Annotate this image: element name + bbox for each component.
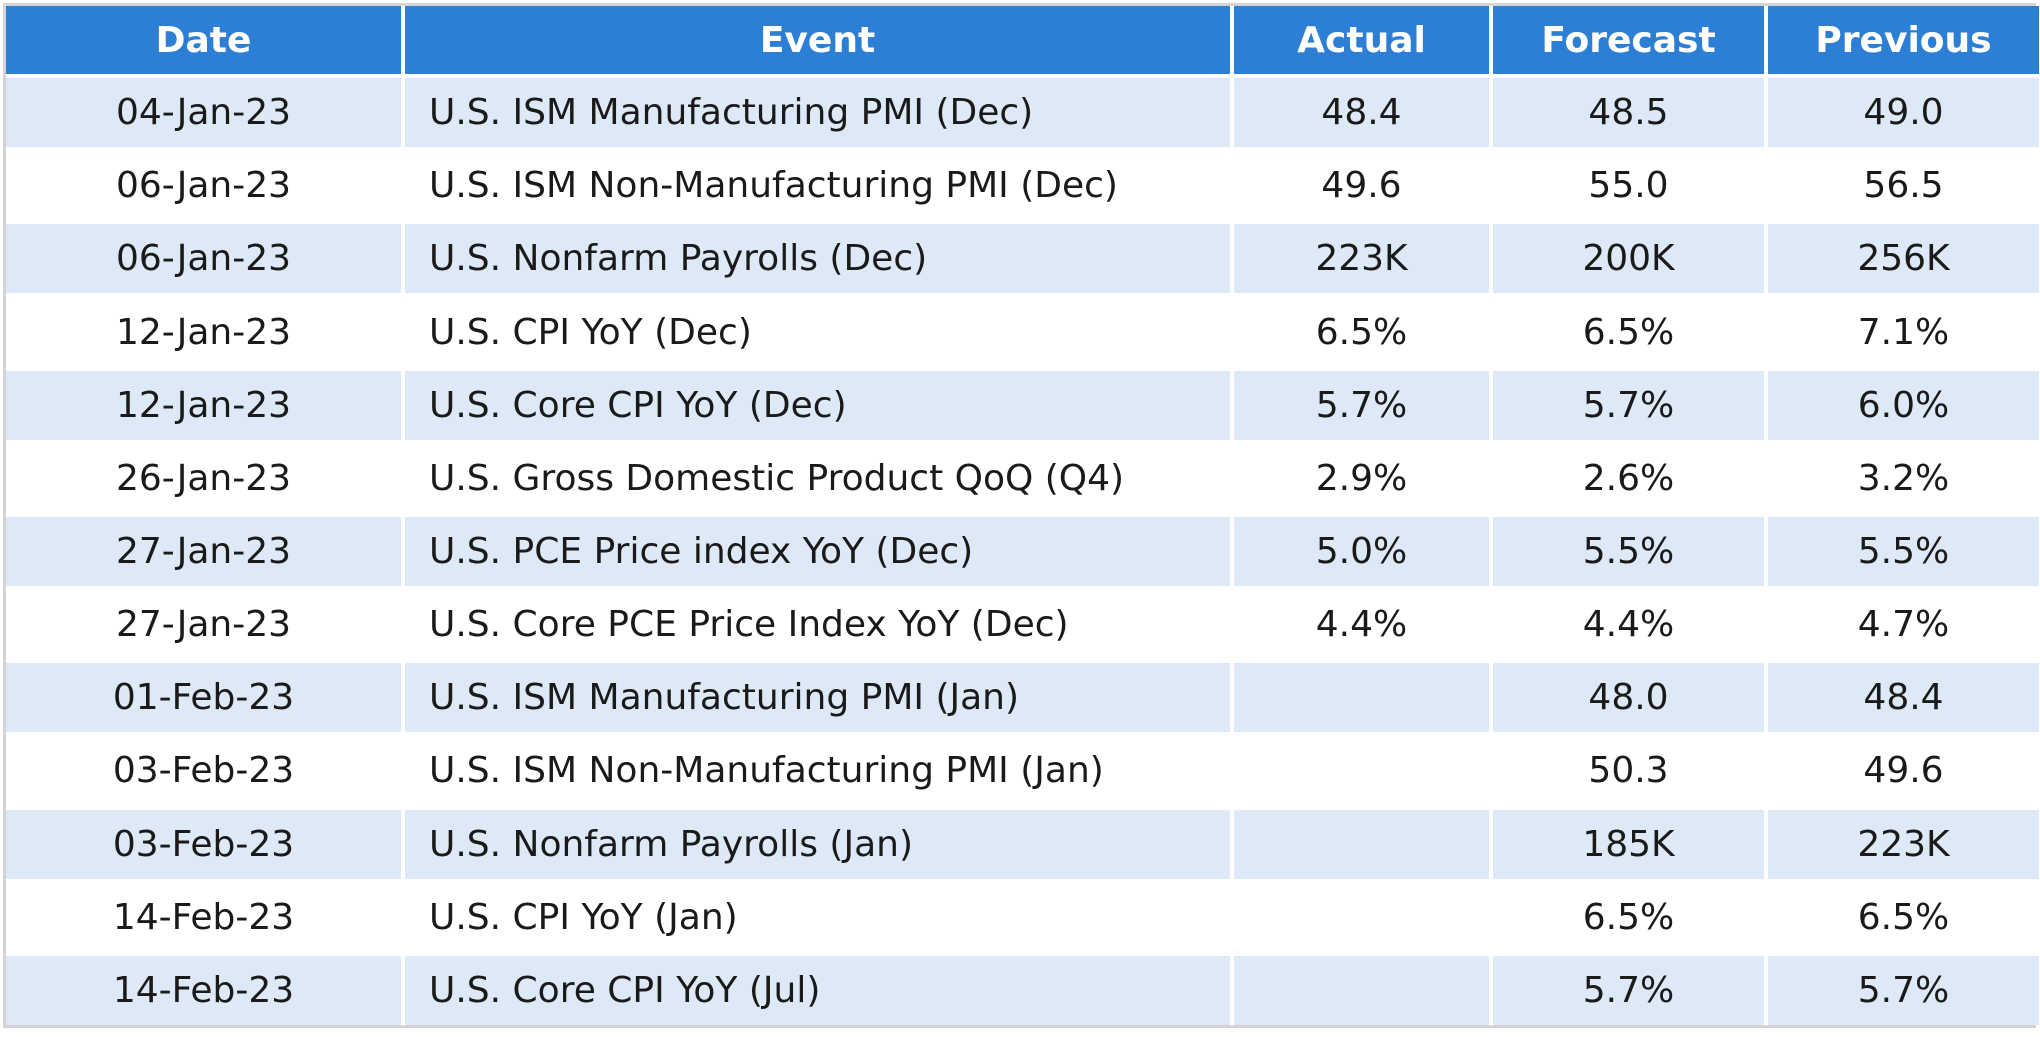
actual-cell: 48.4 bbox=[1232, 76, 1493, 152]
date-cell: 27-Jan-23 bbox=[6, 514, 405, 591]
actual-cell: 5.7% bbox=[1232, 368, 1493, 444]
forecast-cell: 48.0 bbox=[1491, 661, 1768, 737]
forecast-cell: 185K bbox=[1491, 807, 1768, 883]
forecast-cell: 5.5% bbox=[1491, 514, 1768, 591]
event-cell: U.S. Gross Domestic Product QoQ (Q4) bbox=[403, 441, 1234, 517]
date-cell: 01-Feb-23 bbox=[6, 661, 405, 737]
date-cell: 12-Jan-23 bbox=[6, 295, 405, 371]
actual-cell: 5.0% bbox=[1232, 514, 1493, 591]
header-previous: Previous bbox=[1766, 6, 2039, 78]
previous-cell: 5.7% bbox=[1766, 953, 2039, 1025]
previous-cell: 223K bbox=[1766, 807, 2039, 883]
table-row: 12-Jan-23 U.S. Core CPI YoY (Dec) 5.7% 5… bbox=[6, 368, 2039, 444]
actual-cell bbox=[1232, 880, 1493, 956]
event-cell: U.S. CPI YoY (Jan) bbox=[403, 880, 1234, 956]
event-cell: U.S. PCE Price index YoY (Dec) bbox=[403, 514, 1234, 591]
previous-cell: 49.0 bbox=[1766, 76, 2039, 152]
event-cell: U.S. CPI YoY (Dec) bbox=[403, 295, 1234, 371]
economic-calendar-table-frame: Date Event Actual Forecast Previous 04-J… bbox=[3, 3, 2039, 1028]
event-cell: U.S. ISM Manufacturing PMI (Jan) bbox=[403, 661, 1234, 737]
event-cell: U.S. Core CPI YoY (Dec) bbox=[403, 368, 1234, 444]
actual-cell: 223K bbox=[1232, 222, 1493, 298]
forecast-cell: 48.5 bbox=[1491, 76, 1768, 152]
date-cell: 14-Feb-23 bbox=[6, 953, 405, 1025]
date-cell: 03-Feb-23 bbox=[6, 807, 405, 883]
table-header-row: Date Event Actual Forecast Previous bbox=[6, 6, 2039, 78]
header-date: Date bbox=[6, 6, 405, 78]
actual-cell bbox=[1232, 734, 1493, 810]
previous-cell: 6.0% bbox=[1766, 368, 2039, 444]
event-cell: U.S. Core CPI YoY (Jul) bbox=[403, 953, 1234, 1025]
forecast-cell: 2.6% bbox=[1491, 441, 1768, 517]
table-row: 01-Feb-23 U.S. ISM Manufacturing PMI (Ja… bbox=[6, 661, 2039, 737]
table-row: 26-Jan-23 U.S. Gross Domestic Product Qo… bbox=[6, 441, 2039, 517]
table-row: 14-Feb-23 U.S. Core CPI YoY (Jul) 5.7% 5… bbox=[6, 953, 2039, 1025]
header-actual: Actual bbox=[1232, 6, 1493, 78]
actual-cell: 2.9% bbox=[1232, 441, 1493, 517]
previous-cell: 6.5% bbox=[1766, 880, 2039, 956]
economic-calendar-table: Date Event Actual Forecast Previous 04-J… bbox=[6, 6, 2039, 1025]
previous-cell: 56.5 bbox=[1766, 149, 2039, 225]
table-row: 14-Feb-23 U.S. CPI YoY (Jan) 6.5% 6.5% bbox=[6, 880, 2039, 956]
table-row: 06-Jan-23 U.S. Nonfarm Payrolls (Dec) 22… bbox=[6, 222, 2039, 298]
previous-cell: 5.5% bbox=[1766, 514, 2039, 591]
previous-cell: 256K bbox=[1766, 222, 2039, 298]
date-cell: 04-Jan-23 bbox=[6, 76, 405, 152]
event-cell: U.S. ISM Non-Manufacturing PMI (Jan) bbox=[403, 734, 1234, 810]
table-row: 12-Jan-23 U.S. CPI YoY (Dec) 6.5% 6.5% 7… bbox=[6, 295, 2039, 371]
event-cell: U.S. Nonfarm Payrolls (Jan) bbox=[403, 807, 1234, 883]
forecast-cell: 50.3 bbox=[1491, 734, 1768, 810]
previous-cell: 3.2% bbox=[1766, 441, 2039, 517]
table-row: 27-Jan-23 U.S. PCE Price index YoY (Dec)… bbox=[6, 514, 2039, 591]
actual-cell bbox=[1232, 661, 1493, 737]
table-row: 03-Feb-23 U.S. ISM Non-Manufacturing PMI… bbox=[6, 734, 2039, 810]
date-cell: 14-Feb-23 bbox=[6, 880, 405, 956]
previous-cell: 48.4 bbox=[1766, 661, 2039, 737]
previous-cell: 7.1% bbox=[1766, 295, 2039, 371]
previous-cell: 49.6 bbox=[1766, 734, 2039, 810]
forecast-cell: 5.7% bbox=[1491, 368, 1768, 444]
actual-cell bbox=[1232, 953, 1493, 1025]
date-cell: 12-Jan-23 bbox=[6, 368, 405, 444]
forecast-cell: 55.0 bbox=[1491, 149, 1768, 225]
date-cell: 27-Jan-23 bbox=[6, 588, 405, 664]
event-cell: U.S. Nonfarm Payrolls (Dec) bbox=[403, 222, 1234, 298]
actual-cell bbox=[1232, 807, 1493, 883]
event-cell: U.S. Core PCE Price Index YoY (Dec) bbox=[403, 588, 1234, 664]
date-cell: 06-Jan-23 bbox=[6, 149, 405, 225]
table-row: 04-Jan-23 U.S. ISM Manufacturing PMI (De… bbox=[6, 76, 2039, 152]
forecast-cell: 6.5% bbox=[1491, 295, 1768, 371]
forecast-cell: 200K bbox=[1491, 222, 1768, 298]
header-event: Event bbox=[403, 6, 1234, 78]
event-cell: U.S. ISM Non-Manufacturing PMI (Dec) bbox=[403, 149, 1234, 225]
actual-cell: 6.5% bbox=[1232, 295, 1493, 371]
date-cell: 03-Feb-23 bbox=[6, 734, 405, 810]
date-cell: 26-Jan-23 bbox=[6, 441, 405, 517]
header-forecast: Forecast bbox=[1491, 6, 1768, 78]
actual-cell: 4.4% bbox=[1232, 588, 1493, 664]
event-cell: U.S. ISM Manufacturing PMI (Dec) bbox=[403, 76, 1234, 152]
forecast-cell: 6.5% bbox=[1491, 880, 1768, 956]
table-row: 06-Jan-23 U.S. ISM Non-Manufacturing PMI… bbox=[6, 149, 2039, 225]
forecast-cell: 4.4% bbox=[1491, 588, 1768, 664]
actual-cell: 49.6 bbox=[1232, 149, 1493, 225]
date-cell: 06-Jan-23 bbox=[6, 222, 405, 298]
table-row: 03-Feb-23 U.S. Nonfarm Payrolls (Jan) 18… bbox=[6, 807, 2039, 883]
previous-cell: 4.7% bbox=[1766, 588, 2039, 664]
forecast-cell: 5.7% bbox=[1491, 953, 1768, 1025]
table-row: 27-Jan-23 U.S. Core PCE Price Index YoY … bbox=[6, 588, 2039, 664]
